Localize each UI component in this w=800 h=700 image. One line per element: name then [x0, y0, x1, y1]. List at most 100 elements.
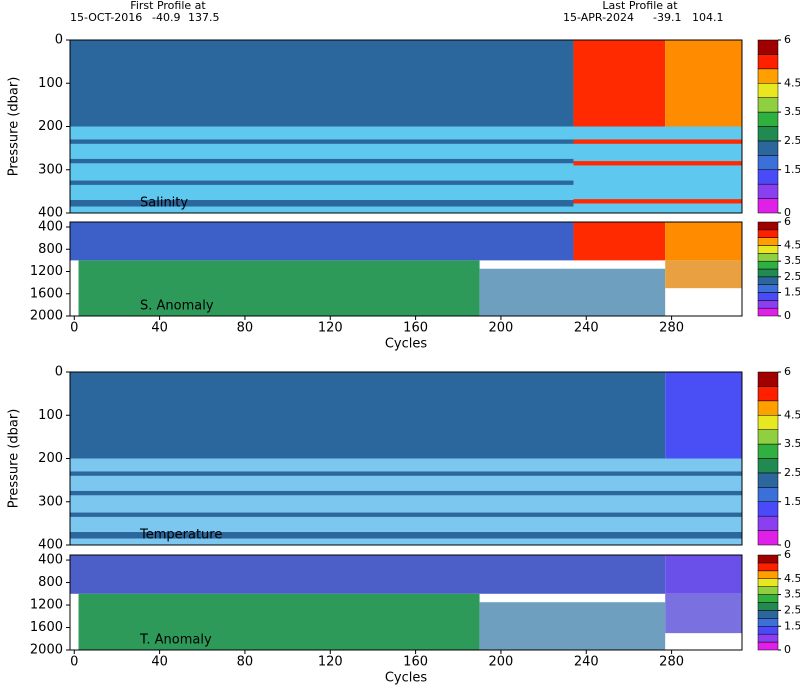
- colorbar-segment: [757, 68, 779, 84]
- x-tick-label: 80: [237, 655, 254, 670]
- x-tick-label: 200: [489, 655, 514, 670]
- colorbar-segment: [757, 268, 779, 278]
- data-region: [665, 40, 742, 127]
- y-tick-label: 1600: [30, 620, 63, 635]
- x-tick-label: 120: [318, 655, 343, 670]
- colorbar-segment: [757, 237, 779, 246]
- colorbar-segment: [757, 570, 779, 579]
- y-tick-label: 200: [38, 119, 63, 134]
- y-tick-label: 800: [38, 575, 63, 590]
- colorbar-tick-label: 0: [784, 206, 791, 219]
- x-axis-label: Cycles: [385, 337, 428, 352]
- y-tick-label: 1200: [30, 598, 63, 613]
- data-region: [70, 372, 666, 459]
- colorbar-segment: [757, 554, 779, 564]
- colorbar-segment: [757, 284, 779, 293]
- y-tick-label: 100: [38, 408, 63, 423]
- x-tick-label: 80: [237, 321, 254, 336]
- y-axis-label: Pressure (dbar): [7, 77, 22, 177]
- y-tick-label: 2000: [30, 309, 63, 324]
- last-date: 15-APR-2024: [563, 11, 634, 24]
- colorbar-segment: [757, 126, 779, 142]
- data-region: [70, 180, 574, 185]
- colorbar-segment: [757, 501, 779, 517]
- plot-frame: [69, 554, 743, 651]
- data-region: [70, 532, 742, 539]
- y-axis-label: Pressure (dbar): [7, 409, 22, 509]
- colorbar-tick-label: 4.5: [784, 572, 800, 585]
- colorbar-tick-label: 4.5: [784, 239, 800, 252]
- data-region: [573, 40, 666, 127]
- colorbar-segment: [757, 562, 779, 572]
- colorbar-segment: [757, 39, 779, 55]
- data-region: [573, 222, 666, 261]
- first-label: First Profile at: [130, 0, 206, 12]
- data-region: [665, 222, 742, 261]
- y-tick-label: 2000: [30, 643, 63, 658]
- y-tick-label: 300: [38, 494, 63, 509]
- colorbar-tick-label: 2.5: [784, 270, 800, 283]
- colorbar-segment: [757, 594, 779, 603]
- x-tick-label: 40: [151, 321, 168, 336]
- colorbar-tick-label: 6: [784, 365, 791, 378]
- data-region: [665, 593, 742, 634]
- colorbar-segment: [757, 641, 779, 651]
- data-region: [573, 161, 742, 166]
- colorbar-tick-label: 2.5: [784, 134, 800, 147]
- colorbar-tick-label: 0: [784, 538, 791, 551]
- data-region: [573, 199, 742, 204]
- colorbar-tick-label: 3.5: [784, 588, 800, 601]
- colorbar-segment: [757, 530, 779, 546]
- x-tick-label: 40: [151, 655, 168, 670]
- x-tick-label: 240: [574, 655, 599, 670]
- colorbar-tick-label: 6: [784, 215, 791, 228]
- y-tick-label: 800: [38, 242, 63, 257]
- y-tick-label: 400: [38, 553, 63, 568]
- x-tick-label: 160: [403, 655, 428, 670]
- panel-label: Salinity: [140, 196, 188, 211]
- y-tick-label: 100: [38, 76, 63, 91]
- data-region: [70, 512, 742, 517]
- y-tick-label: 0: [55, 33, 63, 48]
- data-region: [479, 268, 666, 316]
- colorbar-segment: [757, 472, 779, 488]
- data-region: [70, 40, 574, 127]
- colorbar-segment: [757, 276, 779, 285]
- colorbar-tick-label: 1.5: [784, 163, 800, 176]
- x-tick-label: 0: [70, 321, 78, 336]
- colorbar-segment: [757, 155, 779, 170]
- colorbar-tick-label: 3.5: [784, 105, 800, 118]
- colorbar-segment: [757, 54, 779, 70]
- y-tick-label: 0: [55, 365, 63, 380]
- colorbar-tick-label: 4.5: [784, 76, 800, 89]
- data-region: [70, 490, 742, 496]
- x-tick-label: 0: [70, 655, 78, 670]
- colorbar-segment: [757, 221, 779, 231]
- colorbar-segment: [757, 586, 779, 595]
- y-tick-label: 400: [38, 538, 63, 553]
- colorbar-segment: [757, 618, 779, 627]
- colorbar-segment: [757, 140, 779, 156]
- colorbar-segment: [757, 198, 779, 214]
- y-tick-label: 400: [38, 206, 63, 221]
- colorbar-segment: [757, 626, 779, 635]
- data-region: [665, 260, 742, 289]
- panel-label: Temperature: [139, 528, 222, 543]
- data-region: [573, 139, 742, 144]
- colorbar-tick-label: 3.5: [784, 254, 800, 267]
- first-lon: 137.5: [188, 11, 220, 24]
- x-tick-label: 160: [403, 321, 428, 336]
- data-region: [479, 602, 666, 650]
- colorbar-segment: [757, 169, 779, 185]
- colorbar-segment: [757, 245, 779, 254]
- colorbar-segment: [757, 229, 779, 238]
- colorbar-segment: [757, 429, 779, 445]
- colorbar-segment: [757, 300, 779, 309]
- colorbar-segment: [757, 183, 779, 199]
- x-tick-label: 280: [659, 655, 684, 670]
- colorbar-segment: [757, 487, 779, 503]
- x-axis-label: Cycles: [385, 671, 428, 686]
- colorbar-tick-label: 1.5: [784, 495, 800, 508]
- data-region: [70, 139, 574, 144]
- data-region: [70, 158, 574, 164]
